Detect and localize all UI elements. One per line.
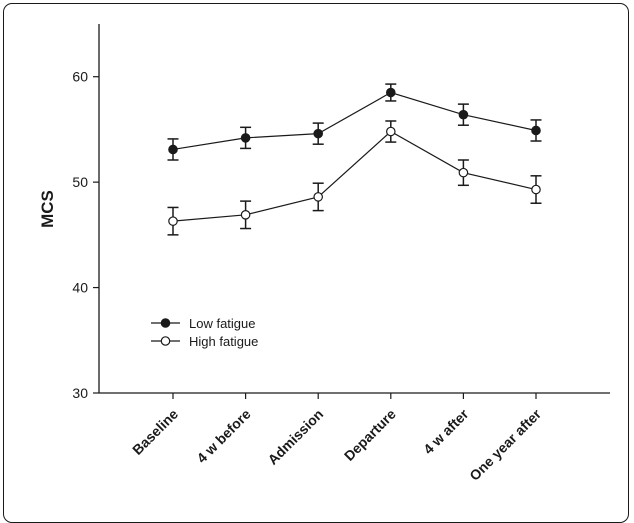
data-point [458, 109, 469, 120]
legend-marker [160, 336, 171, 346]
y-tick-label: 40 [72, 280, 88, 296]
y-tick-label: 60 [72, 69, 88, 85]
x-tick-label: Departure [341, 406, 399, 464]
y-axis-title: MCS [38, 190, 57, 228]
legend: Low fatigue High fatigue [151, 316, 258, 349]
data-point [240, 210, 251, 220]
x-tick-label: Baseline [129, 406, 181, 458]
legend-marker [160, 318, 171, 328]
series-high-fatigue [167, 120, 542, 236]
x-tick-label: 4 w after [420, 405, 472, 457]
data-point [531, 125, 541, 136]
data-point [313, 192, 323, 202]
legend-label: High fatigue [189, 334, 258, 349]
data-point [168, 216, 178, 226]
data-point [313, 128, 323, 139]
data-point [531, 184, 541, 195]
x-tick-label: Admission [264, 406, 326, 468]
series-line [172, 91, 537, 151]
data-point [240, 133, 251, 143]
y-axis-ticks: 30 40 50 60 [72, 69, 99, 401]
legend-item: Low fatigue [151, 316, 256, 331]
data-point [458, 167, 469, 178]
axes [98, 24, 610, 394]
data-point [168, 144, 178, 155]
series-line [172, 130, 537, 222]
y-tick-label: 50 [72, 174, 88, 190]
x-tick-label: One year after [466, 405, 544, 483]
data-point [385, 126, 396, 137]
y-tick-label: 30 [72, 385, 88, 401]
x-axis-ticks: Baseline 4 w before Admission Departure 4 w … [129, 393, 545, 484]
legend-label: Low fatigue [189, 316, 256, 331]
mcs-line-chart: 30 40 50 60 Baseline 4 w before Admission Depa… [38, 24, 610, 484]
data-point [385, 87, 396, 98]
x-tick-label: 4 w before [193, 406, 253, 466]
series-group [167, 83, 542, 236]
legend-item: High fatigue [151, 334, 258, 349]
series-low-fatigue [167, 83, 542, 161]
